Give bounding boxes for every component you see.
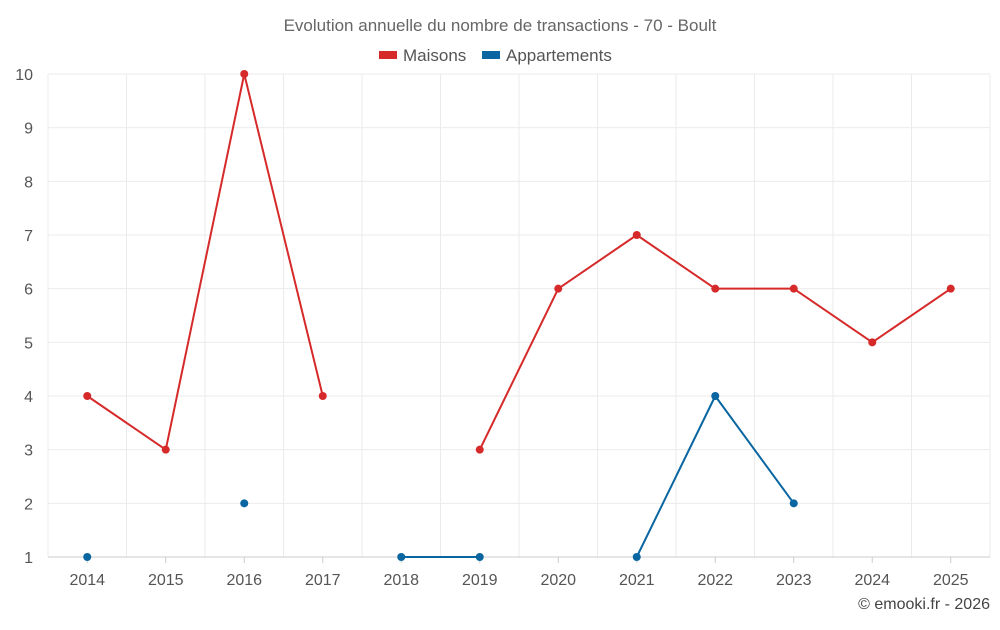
x-tick-label-2025: 2025 <box>933 572 969 589</box>
legend-label-appartements: Appartements <box>506 46 612 65</box>
y-tick-label-8: 8 <box>24 174 33 191</box>
point-appartements-2022[interactable] <box>711 392 720 400</box>
x-tick-label-2018: 2018 <box>383 572 419 589</box>
y-tick-label-10: 10 <box>15 67 33 84</box>
y-tick-label-7: 7 <box>24 228 33 245</box>
series-appartements <box>83 392 798 561</box>
point-maisons-2025[interactable] <box>946 284 955 293</box>
chart-title: Evolution annuelle du nombre de transact… <box>284 16 717 35</box>
point-maisons-2020[interactable] <box>554 284 563 293</box>
series-layer <box>83 70 955 561</box>
legend: Maisons Appartements <box>379 46 612 65</box>
x-tick-label-2024: 2024 <box>854 572 890 589</box>
legend-item-appartements[interactable]: Appartements <box>482 46 612 65</box>
point-maisons-2024[interactable] <box>868 338 877 347</box>
x-tick-label-2019: 2019 <box>462 572 498 589</box>
x-tick-label-2020: 2020 <box>540 572 576 589</box>
axes: 1 2 3 4 5 6 7 8 9 10 2014 2015 2016 2017 2018 2019 2020 2… <box>15 67 990 589</box>
x-tick-label-2016: 2016 <box>226 572 262 589</box>
series-line-appartements-1 <box>635 395 795 558</box>
point-maisons-2014[interactable] <box>83 392 92 400</box>
point-maisons-2015[interactable] <box>161 445 170 454</box>
point-maisons-2017[interactable] <box>318 392 327 400</box>
y-tick-label-6: 6 <box>24 282 33 299</box>
point-appartements-2023[interactable] <box>789 499 798 508</box>
point-appartements-2018[interactable] <box>397 553 406 561</box>
series-line-maisons-0 <box>86 73 324 451</box>
point-maisons-2023[interactable] <box>789 284 798 293</box>
point-maisons-2016[interactable] <box>240 70 249 78</box>
point-maisons-2019[interactable] <box>475 445 484 454</box>
y-tick-label-5: 5 <box>24 335 33 352</box>
legend-item-maisons[interactable]: Maisons <box>379 46 466 65</box>
x-tick-label-2014: 2014 <box>69 572 105 589</box>
point-appartements-2016[interactable] <box>240 499 249 508</box>
legend-swatch-appartements <box>482 51 500 59</box>
point-maisons-2022[interactable] <box>711 284 720 293</box>
x-tick-label-2022: 2022 <box>697 572 733 589</box>
series-maisons <box>83 70 955 454</box>
x-tick-label-2023: 2023 <box>776 572 812 589</box>
x-tick-label-2021: 2021 <box>619 572 655 589</box>
footer-credit: © emooki.fr - 2026 <box>858 596 990 613</box>
x-tick-label-2017: 2017 <box>305 572 341 589</box>
point-appartements-2019[interactable] <box>475 553 484 561</box>
y-tick-label-4: 4 <box>24 389 33 406</box>
point-appartements-2014[interactable] <box>83 553 92 561</box>
x-tick-label-2015: 2015 <box>148 572 184 589</box>
point-maisons-2021[interactable] <box>632 231 641 239</box>
legend-label-maisons: Maisons <box>403 46 466 65</box>
legend-swatch-maisons <box>379 51 397 59</box>
point-appartements-2021[interactable] <box>632 553 641 561</box>
y-tick-label-2: 2 <box>24 496 33 513</box>
y-tick-label-1: 1 <box>24 550 33 567</box>
y-tick-label-3: 3 <box>24 443 33 460</box>
grid <box>47 73 991 557</box>
y-tick-label-9: 9 <box>24 121 33 138</box>
